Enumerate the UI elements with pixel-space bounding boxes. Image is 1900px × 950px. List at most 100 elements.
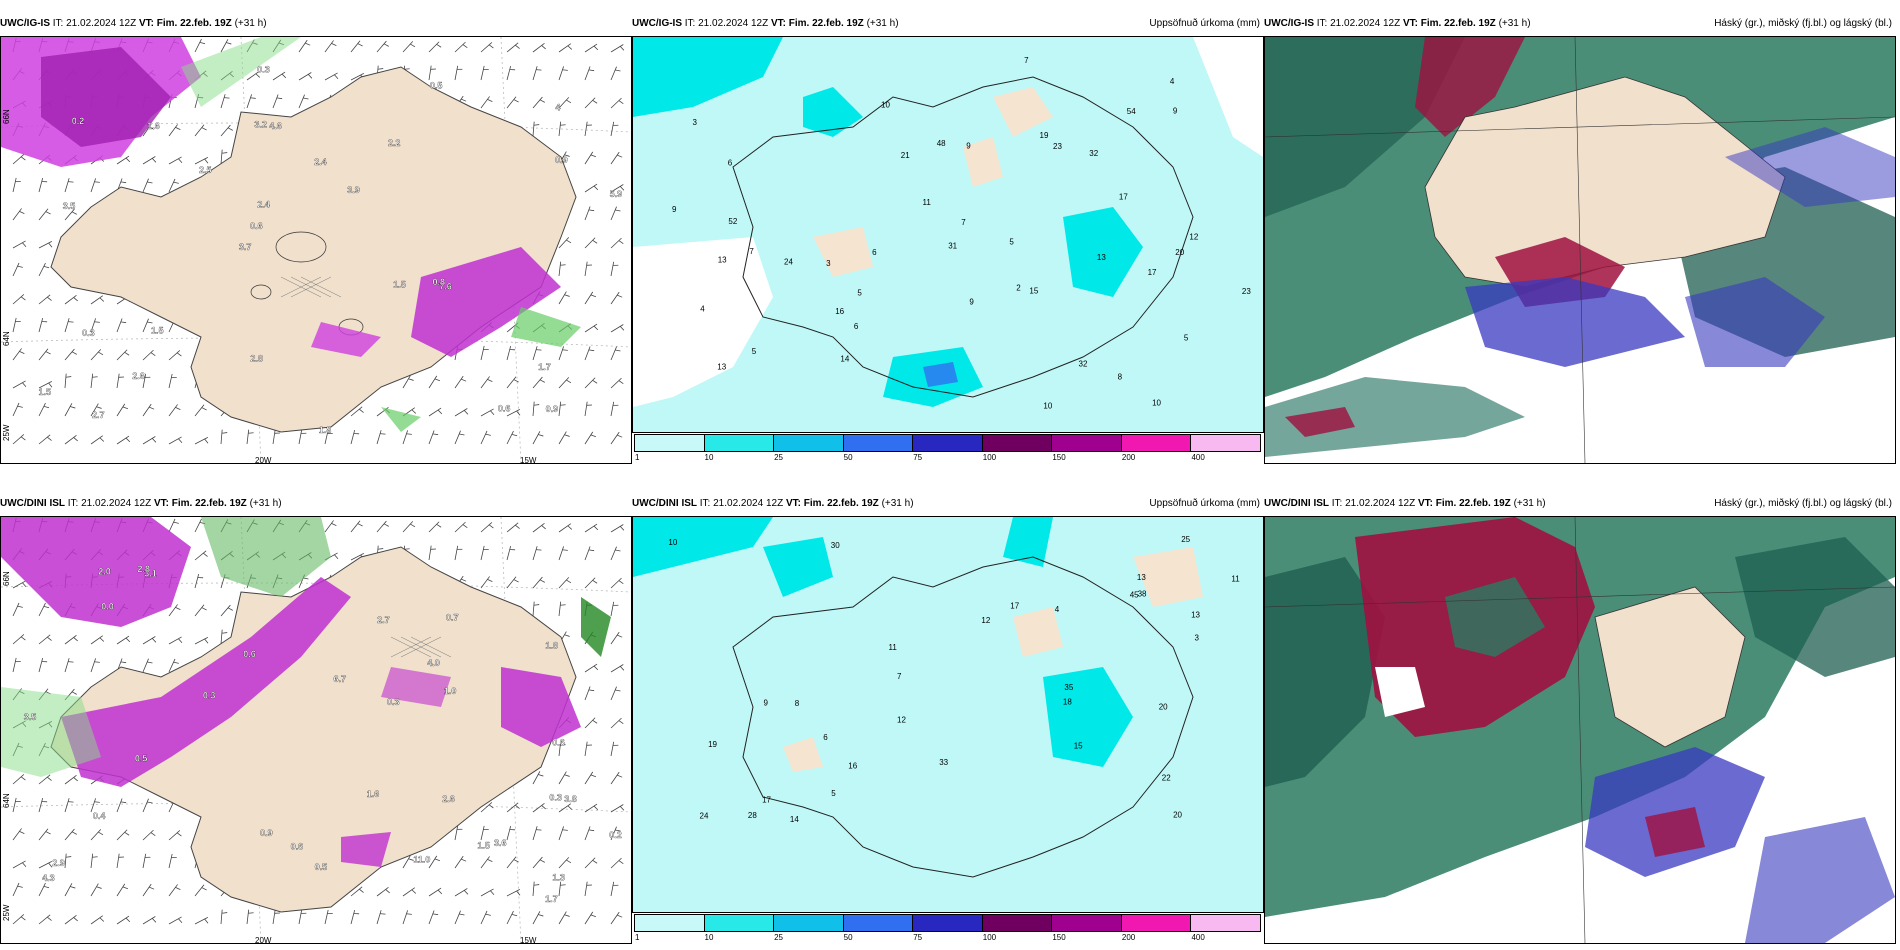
colorbar-label: 50 xyxy=(843,453,853,462)
wind-barb xyxy=(532,771,544,785)
wind-barb xyxy=(220,124,233,137)
map-frame[interactable] xyxy=(1264,36,1896,464)
wind-barb xyxy=(376,910,386,925)
wind-barb xyxy=(12,262,23,277)
map-value-label: 0.9 xyxy=(260,828,273,838)
map-value-label: 3 xyxy=(826,259,831,268)
wind-barb xyxy=(402,375,414,389)
wind-barb xyxy=(350,520,363,533)
map-value-label: 48 xyxy=(937,139,946,148)
wind-barb xyxy=(116,798,127,813)
wind-barb xyxy=(64,294,78,305)
wind-barb xyxy=(584,857,598,869)
wind-barb xyxy=(584,577,598,589)
map-frame[interactable]: 0.9 3.5 4 3.7 2.2 2.7 3.2 2.4 0.3 2.5 1.5 2.6 4.6 3.9… xyxy=(0,36,632,464)
map-value-label: 1.7 xyxy=(538,362,551,372)
wind-barb xyxy=(480,96,493,109)
map-value-label: 31 xyxy=(948,241,957,250)
wind-barb xyxy=(558,601,566,617)
map-frame[interactable] xyxy=(1264,516,1896,944)
wind-barb xyxy=(64,434,78,445)
wind-barb xyxy=(428,375,441,389)
map-value-label: 12 xyxy=(981,616,990,625)
wind-barb xyxy=(116,829,130,841)
map-frame[interactable]: 24 15 17 18 20 45 30 33 12 14 20 17 13 16 10 11 8 7 5 3 4 22 3… xyxy=(632,516,1264,913)
panel-header: UWC/IG-IS IT: 21.02.2024 12Z VT: Fim. 22… xyxy=(632,16,1264,32)
map-value-label: 2.8 xyxy=(250,353,263,363)
map-value-label: 0.3 xyxy=(549,793,562,803)
wind-barb xyxy=(220,429,228,445)
wind-barb xyxy=(506,889,521,897)
map-frame[interactable]: 10 7 2 3 5 6 5 3 32 48 23 8 6 10 5 4 13 7 9 13 4 9 17 23 12 52 24 3… xyxy=(632,36,1264,433)
wind-barb xyxy=(194,884,207,897)
colorbar-swatch xyxy=(703,914,775,932)
wind-barb xyxy=(506,65,516,81)
colorbar-swatch xyxy=(1120,914,1192,932)
wind-barb xyxy=(116,373,125,389)
wind-barb xyxy=(428,41,442,53)
panel-title: Uppsöfnuð úrkoma (mm) xyxy=(1149,18,1260,29)
wind-barb xyxy=(90,403,102,417)
wind-barb xyxy=(168,853,177,869)
map-value-label: 9 xyxy=(969,298,974,307)
colorbar-label: 75 xyxy=(913,933,923,942)
lat-label: 64N xyxy=(2,793,11,808)
wind-barb xyxy=(532,522,546,533)
colorbar-label: 100 xyxy=(982,933,997,942)
map-value-label: 15 xyxy=(1029,286,1038,295)
wind-barb xyxy=(376,886,390,897)
panel-bottom-middle: UWC/DINI ISL IT: 21.02.2024 12Z VT: Fim.… xyxy=(632,496,1264,944)
panel-header: UWC/DINI ISL IT: 21.02.2024 12Z VT: Fim.… xyxy=(632,496,1264,512)
map-value-label: 14 xyxy=(840,355,849,364)
wind-barb xyxy=(610,44,625,53)
map-value-label: 0.3 xyxy=(82,328,95,338)
wind-barb xyxy=(350,909,360,925)
map-value-label: 45 xyxy=(1130,591,1139,600)
wind-barb xyxy=(532,346,542,361)
map-value-label: 5 xyxy=(831,789,836,798)
wind-barb xyxy=(194,604,207,617)
map-value-label: 16 xyxy=(835,307,844,316)
map-value-label: 19 xyxy=(1040,131,1049,140)
wind-barb xyxy=(558,291,570,305)
map-value-label: 10 xyxy=(668,538,677,547)
wind-barb xyxy=(12,177,21,193)
wind-barb xyxy=(220,94,230,109)
map-frame[interactable]: 0.4 0.3 0.3 0.2 2.7 3.6 6.7 4.0 3.8 2.9 3.1 1.6 0.6 0… xyxy=(0,516,632,944)
wind-barb xyxy=(12,882,23,897)
wind-barb xyxy=(350,429,360,445)
colorbar-label: 50 xyxy=(843,933,853,942)
wind-barb xyxy=(532,66,542,81)
wind-barb xyxy=(480,576,493,589)
cloud-cover-map xyxy=(1265,37,1895,463)
wind-barb xyxy=(272,94,283,109)
wind-barb xyxy=(584,97,598,109)
wind-barb xyxy=(376,40,389,53)
wind-barb xyxy=(402,521,416,533)
wind-barb xyxy=(142,318,153,333)
lon-label: 20W xyxy=(255,456,272,465)
wind-barb xyxy=(324,909,333,925)
map-value-label: 20 xyxy=(1175,248,1184,257)
map-value-label: 0.6 xyxy=(552,738,565,748)
wind-barb xyxy=(194,550,208,561)
wind-barb xyxy=(480,430,491,445)
map-value-label: 13 xyxy=(717,362,726,371)
panel-title: Háský (gr.), miðský (fj.bl.) og lágský (… xyxy=(1714,498,1892,509)
map-value-label: 4.3 xyxy=(42,873,55,883)
wind-barb xyxy=(610,431,623,445)
wind-barb xyxy=(38,262,50,277)
wind-barb xyxy=(38,317,48,333)
wind-barb xyxy=(610,577,624,589)
wind-barb xyxy=(12,294,26,305)
wind-barb xyxy=(506,910,518,925)
wind-barb xyxy=(480,545,489,561)
wind-barb xyxy=(12,914,26,925)
wind-barb xyxy=(610,631,623,645)
wind-barb xyxy=(428,65,437,81)
wind-barb xyxy=(610,664,625,673)
wind-barb xyxy=(454,825,463,841)
map-value-label: 5 xyxy=(752,347,757,356)
map-value-label: 25 xyxy=(1181,535,1190,544)
wind-barb xyxy=(532,431,544,445)
